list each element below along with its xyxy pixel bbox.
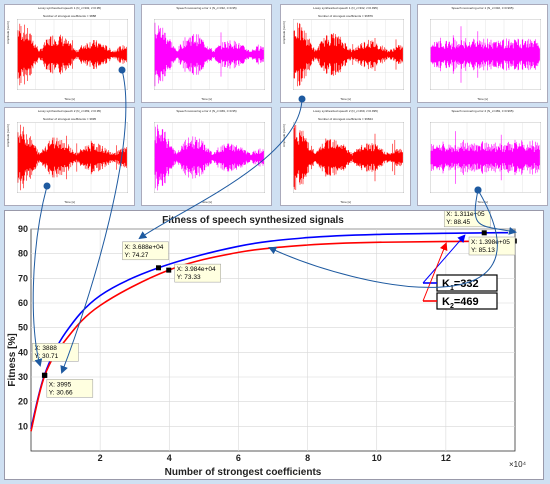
thumbnail-waveform — [154, 19, 265, 90]
thumbnail-title: Speech recovering error 2 (N_c=469, z=0.… — [176, 109, 237, 113]
y-tick-label: 40 — [18, 347, 28, 357]
legend-label-1: K1=332 — [442, 278, 479, 292]
y-tick-label: 70 — [18, 273, 28, 283]
datatip-marker — [481, 230, 487, 236]
thumbnail-xlabel: Time [s] — [64, 97, 75, 101]
datatip-text: X: 3995 — [49, 381, 72, 388]
thumbnail-ylabel: Amplitude [norm] — [6, 124, 10, 147]
datatip-text: X: 3888 — [34, 345, 57, 352]
x-tick-label: 2 — [98, 453, 103, 463]
datatip-text: X: 3.688e+04 — [124, 244, 163, 251]
thumbnail-title: Lossy synthesized speech 2 (N_c=469, z=0… — [313, 109, 378, 113]
thumbnail-subtitle: Number of strongest coefficients = 3888 — [42, 14, 97, 18]
thumbnail-xlabel: Time [s] — [477, 97, 488, 101]
x-axis-label: Number of strongest coefficients — [165, 467, 322, 478]
datatip-text: Y: 85.13 — [471, 247, 495, 254]
thumbnail-xlabel: Time [s] — [477, 200, 488, 204]
thumbnail-waveform — [430, 19, 541, 90]
thumbnail-plot-2: Speech recovering error 1 (N_c=332, z=0.… — [141, 4, 272, 103]
y-tick-label: 90 — [18, 224, 28, 234]
y-tick-label: 10 — [18, 421, 28, 431]
thumbnail-ylabel: Amplitude [norm] — [6, 21, 10, 44]
thumbnail-subtitle: Number of strongest coefficients = 39844 — [318, 117, 373, 121]
datatip-text: X: 3.984e+04 — [177, 266, 216, 273]
thumbnail-plot-7: Lossy synthesized speech 2 (N_c=469, z=0… — [280, 107, 411, 206]
chart-title: Fitness of speech synthesized signals — [162, 215, 344, 226]
thumbnail-xlabel: Time [s] — [340, 200, 351, 204]
datatip-text: Y: 74.27 — [124, 252, 148, 259]
y-tick-label: 20 — [18, 397, 28, 407]
thumbnail-title: Speech recovering error 1 (N_c=332, z=0.… — [176, 6, 237, 10]
datatip-text: X: 1.311e+05 — [446, 211, 485, 218]
datatip-text: Y: 30.66 — [49, 389, 73, 396]
thumbnail-title: Speech recovering error 2 (N_c=469, z=0.… — [451, 109, 514, 113]
thumbnail-title: Speech recovering error 1 (N_c=332, z=0.… — [451, 6, 514, 10]
thumbnail-plot-4: Speech recovering error 1 (N_c=332, z=0.… — [417, 4, 548, 103]
thumbnail-waveform — [293, 122, 404, 193]
datatip-box — [174, 263, 221, 283]
thumbnail-xlabel: Time [s] — [201, 97, 212, 101]
fitness-chart-panel: Fitness of speech synthesized signals 10 2… — [4, 208, 544, 480]
thumbnail-subtitle: Number of strongest coefficients = 36879 — [318, 14, 373, 18]
thumbnail-ylabel: Amplitude [norm] — [282, 124, 286, 147]
x-tick-label: 10 — [372, 453, 382, 463]
thumbnail-plot-5: Lossy synthesized speech 2 (N_c=469, z=0… — [4, 107, 135, 206]
y-tick-label: 60 — [18, 298, 28, 308]
thumbnail-plot-3: Lossy synthesized speech 1 (N_c=332, z=0… — [280, 4, 411, 103]
thumbnail-waveform — [154, 122, 265, 193]
thumbnail-title: Lossy synthesized speech 1 (N_c=332, z=0… — [37, 6, 102, 10]
datatip-text: Y: 88.45 — [446, 219, 470, 226]
thumbnail-title: Lossy synthesized speech 2 (N_c=469, z=0… — [37, 109, 102, 113]
x-tick-label: 6 — [236, 453, 241, 463]
y-axis-label: Fitness [%] — [7, 333, 18, 386]
thumbnail-xlabel: Time [s] — [201, 200, 212, 204]
thumbnail-waveform — [17, 122, 128, 193]
thumbnail-waveform — [17, 19, 128, 90]
datatip-box — [46, 379, 94, 398]
y-tick-label: 30 — [18, 372, 28, 382]
legend-label-2: K2=469 — [442, 296, 479, 310]
datatip-text: X: 1.398e+05 — [471, 239, 510, 246]
x-tick-label: 12 — [441, 453, 451, 463]
thumbnail-waveform — [430, 122, 541, 193]
thumbnail-plot-6: Speech recovering error 2 (N_c=469, z=0.… — [141, 107, 272, 206]
datatip-marker — [155, 265, 161, 271]
thumbnail-plot-1: Lossy synthesized speech 1 (N_c=332, z=0… — [4, 4, 135, 103]
thumbnail-plot-8: Speech recovering error 2 (N_c=469, z=0.… — [417, 107, 548, 206]
fitness-chart: Fitness of speech synthesized signals 10 2… — [7, 208, 527, 478]
datatip-text: Y: 30.71 — [34, 353, 58, 360]
y-tick-label: 80 — [18, 249, 28, 259]
thumbnail-subtitle: Number of strongest coefficients = 3995 — [42, 117, 97, 121]
thumbnail-ylabel: Amplitude [norm] — [282, 21, 286, 44]
datatip-marker — [166, 267, 172, 273]
x-tick-label: 8 — [305, 453, 310, 463]
y-tick-label: 50 — [18, 323, 28, 333]
thumbnail-title: Lossy synthesized speech 1 (N_c=332, z=0… — [313, 6, 378, 10]
x-axis-multiplier: ×10⁴ — [509, 460, 527, 469]
thumbnail-waveform — [293, 19, 404, 90]
datatip-marker — [42, 372, 48, 378]
x-tick-label: 4 — [167, 453, 172, 463]
thumbnail-xlabel: Time [s] — [64, 200, 75, 204]
datatip-text: Y: 73.33 — [177, 274, 201, 281]
plot-area — [30, 228, 516, 452]
thumbnail-xlabel: Time [s] — [340, 97, 351, 101]
